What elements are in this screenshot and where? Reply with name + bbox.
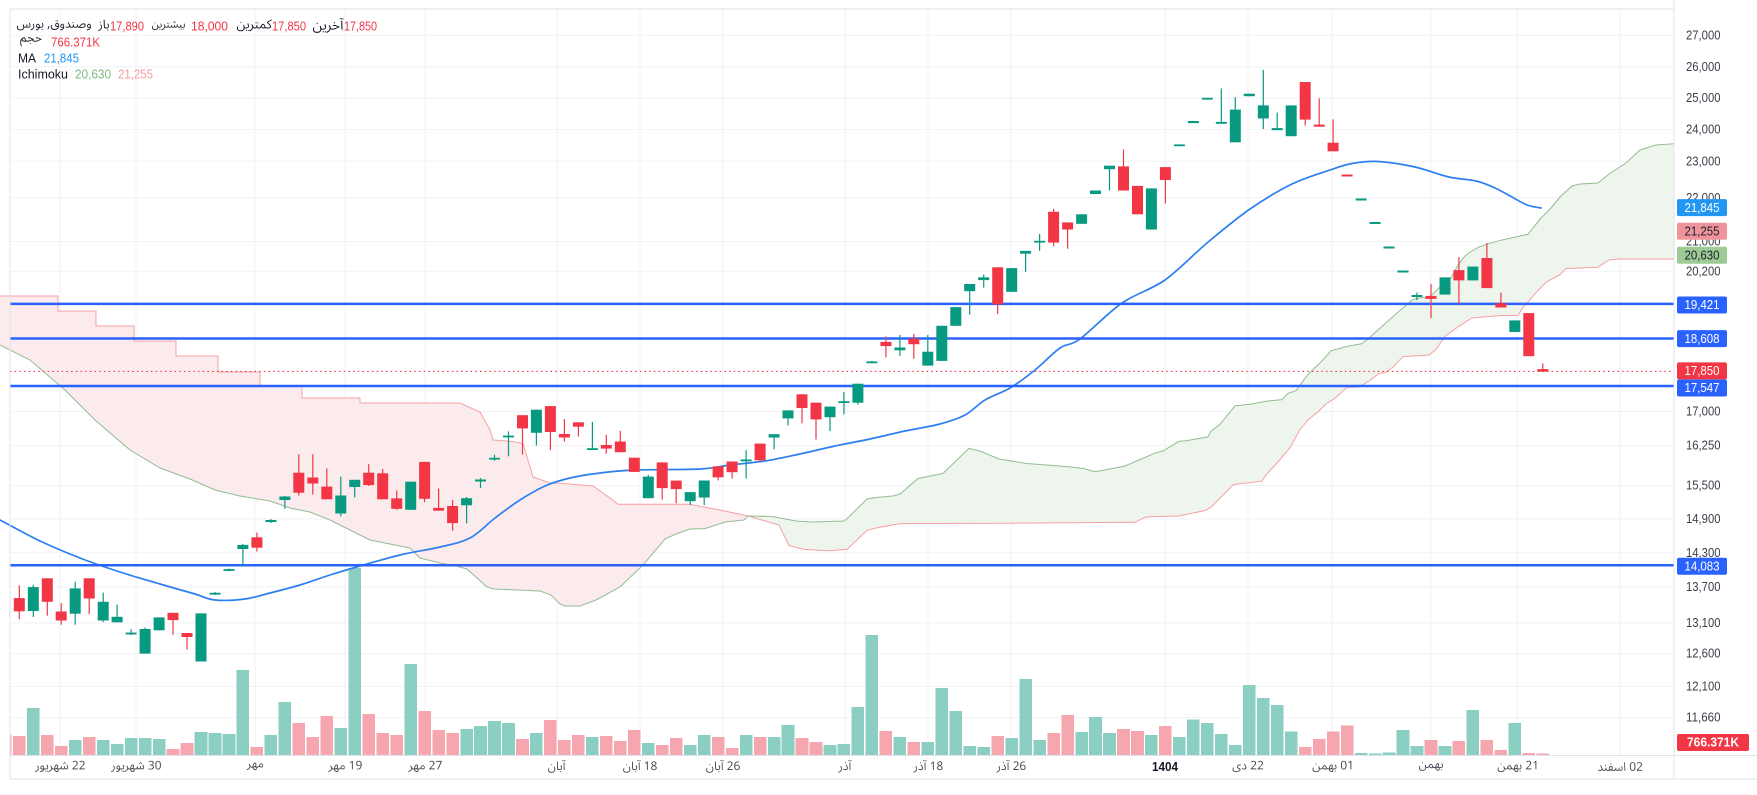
svg-text:11,660: 11,660 — [1686, 711, 1721, 725]
svg-text:12,100: 12,100 — [1686, 680, 1721, 694]
svg-text:Ichimoku: Ichimoku — [18, 67, 68, 82]
svg-text:18,608: 18,608 — [1685, 332, 1720, 346]
svg-text:17,850: 17,850 — [1685, 364, 1720, 378]
svg-text:27,000: 27,000 — [1686, 29, 1721, 43]
svg-text:21,255: 21,255 — [1685, 225, 1720, 239]
svg-text:20,630: 20,630 — [75, 67, 111, 82]
svg-text:17,850: 17,850 — [272, 19, 306, 34]
svg-text:1404: 1404 — [1152, 759, 1179, 774]
svg-text:14,083: 14,083 — [1685, 560, 1720, 574]
svg-text:13,100: 13,100 — [1686, 616, 1721, 630]
svg-text:14,300: 14,300 — [1686, 546, 1721, 560]
svg-text:19,421: 19,421 — [1685, 298, 1720, 312]
svg-text:12,600: 12,600 — [1686, 647, 1721, 661]
svg-text:17,890: 17,890 — [110, 19, 144, 34]
svg-text:14,900: 14,900 — [1686, 512, 1721, 526]
svg-text:13,700: 13,700 — [1686, 580, 1721, 594]
svg-text:20,200: 20,200 — [1686, 264, 1721, 278]
svg-text:21,845: 21,845 — [1685, 201, 1720, 215]
svg-text:17,547: 17,547 — [1685, 381, 1720, 395]
svg-text:26,000: 26,000 — [1686, 60, 1721, 74]
svg-text:21,255: 21,255 — [118, 67, 153, 82]
svg-text:25,000: 25,000 — [1686, 91, 1721, 105]
svg-text:23,000: 23,000 — [1686, 154, 1721, 168]
svg-text:18,000: 18,000 — [191, 19, 228, 34]
svg-text:766.371K: 766.371K — [51, 35, 100, 50]
svg-text:15,500: 15,500 — [1686, 479, 1721, 493]
svg-text:21,845: 21,845 — [44, 51, 79, 66]
svg-text:MA: MA — [18, 51, 36, 66]
svg-text:20,630: 20,630 — [1685, 249, 1720, 263]
svg-text:17,850: 17,850 — [344, 19, 377, 34]
svg-text:24,000: 24,000 — [1686, 123, 1721, 137]
svg-text:766.371K: 766.371K — [1687, 736, 1739, 750]
svg-text:16,250: 16,250 — [1686, 439, 1721, 453]
svg-text:17,000: 17,000 — [1686, 405, 1721, 419]
